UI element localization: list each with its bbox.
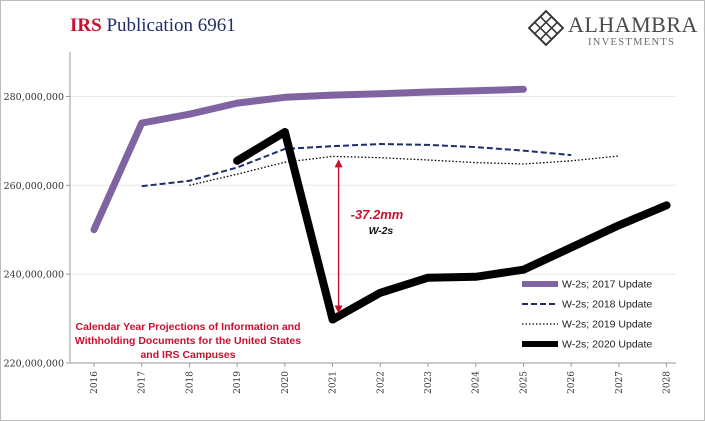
x-tick-label: 2024: [472, 371, 482, 394]
x-tick-label: 2025: [519, 371, 529, 394]
x-tick-label: 2028: [663, 371, 673, 394]
brand-logo: ALHAMBRA INVESTMENTS: [528, 10, 698, 50]
series-line-2: [141, 143, 572, 188]
legend: W-2s; 2017 Update W-2s; 2018 Update W-2s; …: [522, 279, 652, 351]
x-tick-label: 2018: [185, 371, 195, 394]
series-line-4: [233, 128, 671, 324]
title-rest: Publication 6961: [106, 15, 236, 36]
x-tick-label: 2026: [567, 371, 577, 394]
x-tick-label: 2021: [329, 371, 339, 394]
y-tick-label: 240,000,000: [4, 270, 64, 281]
y-tick-label: 220,000,000: [4, 359, 64, 370]
y-tick-label: 280,000,000: [4, 92, 64, 103]
drop-value-label: -37.2mm: [351, 207, 404, 222]
x-tick-label: 2017: [138, 371, 148, 394]
legend-label-4: W-2s; 2020 Update: [562, 339, 652, 351]
legend-label-2: W-2s; 2018 Update: [562, 299, 652, 311]
drop-annotation: -37.2mm W-2s: [334, 159, 404, 314]
x-tick-label: 2027: [615, 371, 625, 394]
legend-label-3: W-2s; 2019 Update: [562, 319, 652, 331]
drop-arrow-head-top: [334, 159, 343, 168]
legend-label-1: W-2s; 2017 Update: [562, 279, 652, 291]
series-lines: [90, 85, 671, 324]
x-tick-label: 2023: [424, 371, 434, 394]
grid-lines: [70, 95, 676, 275]
x-tick-label: 2022: [376, 371, 386, 394]
y-tick-label: 260,000,000: [4, 181, 64, 192]
series-line-1: [90, 85, 527, 234]
title-prefix: IRS: [70, 15, 102, 36]
x-tick-label: 2016: [90, 371, 100, 394]
brand-name: ALHAMBRA: [568, 12, 698, 37]
x-tick-label: 2019: [233, 371, 243, 394]
diamond-lattice-icon: [528, 10, 564, 46]
x-tick-label: 2020: [281, 371, 291, 394]
chart-title: IRS Publication 6961: [70, 15, 236, 37]
series-line-3: [189, 155, 619, 186]
drop-unit-label: W-2s: [369, 225, 394, 237]
drop-arrow-head-bottom: [334, 305, 343, 314]
axes: 220,000,000 240,000,000 260,000,000 280,000…: [4, 52, 676, 394]
chart-note: Calendar Year Projections of Information…: [74, 321, 302, 361]
brand-sub: INVESTMENTS: [588, 37, 676, 48]
